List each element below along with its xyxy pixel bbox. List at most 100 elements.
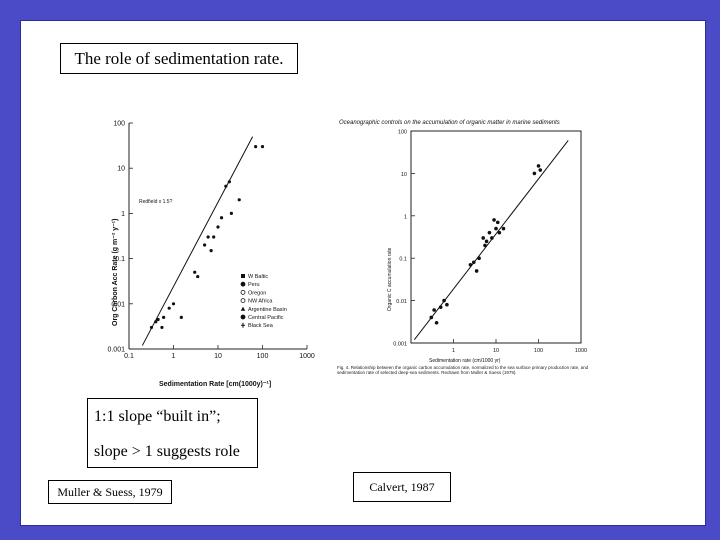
right-chart-point <box>538 168 543 172</box>
right-chart-point <box>484 239 489 244</box>
left-chart-point <box>162 315 166 320</box>
left-chart-y-tick-label: 0.01 <box>111 301 125 308</box>
legend-marker <box>240 298 246 304</box>
right-chart-point <box>536 164 541 168</box>
right-chart-point <box>432 308 436 312</box>
left-chart-point <box>160 325 164 330</box>
left-chart-y-label: Org Carbon Acc Rate (g m⁻² y⁻¹) <box>112 219 119 326</box>
right-chart-point <box>532 171 537 176</box>
right-chart-x-tick-label: 10 <box>493 348 499 354</box>
legend-entry: Peru <box>248 282 260 288</box>
right-chart-x-label: Sedimentation rate (cm/1000 yr) <box>429 358 501 364</box>
legend-marker <box>240 314 246 320</box>
left-chart: 0.001 0.01 0.1 1 10 100 0.1 1 10 100 1000 <box>107 121 314 361</box>
slide-title: The role of sedimentation rate. <box>60 43 298 74</box>
legend-marker <box>240 306 246 311</box>
right-chart-point <box>494 226 498 231</box>
left-chart-y-tick-label: 100 <box>113 121 125 128</box>
right-chart: 0.001 0.01 0.1 1 10 100 1 10 100 1000 <box>393 130 587 355</box>
right-chart-y-tick-label: 0.01 <box>396 299 407 305</box>
left-chart-point <box>260 145 265 149</box>
legend-marker <box>240 289 246 295</box>
left-chart-point <box>156 317 160 322</box>
left-chart-point <box>179 315 183 320</box>
right-chart-point <box>490 236 494 240</box>
legend-entry: Central Pacific <box>248 315 284 321</box>
left-chart-y-tick-label: 10 <box>117 166 125 173</box>
left-chart-x-tick-label: 0.1 <box>124 353 134 360</box>
left-chart-point <box>229 211 233 215</box>
right-chart-point <box>492 218 496 222</box>
right-chart-point <box>477 256 481 260</box>
right-chart-x-tick-label: 1000 <box>575 348 587 354</box>
right-chart-point <box>497 230 502 235</box>
right-chart-point <box>474 269 479 273</box>
left-chart-point <box>167 306 171 310</box>
legend-entry: Oregon <box>248 290 266 296</box>
left-chart-legend: W Baltic Peru Oregon NW Africa Argentine Bas… <box>240 274 287 329</box>
slide: The role of sedimentation rate. Redfield… <box>20 20 706 526</box>
right-chart-x-tick-label: 1 <box>452 348 455 354</box>
left-chart-x-tick-label: 1 <box>172 353 176 360</box>
right-chart-point <box>495 220 500 225</box>
left-chart-point <box>212 235 216 239</box>
left-chart-point <box>216 225 220 229</box>
legend-entry: W Baltic <box>248 274 268 280</box>
right-chart-y-tick-label: 0.1 <box>399 257 407 263</box>
left-chart-point <box>193 270 197 274</box>
charts-canvas: Redfield x 1.5? Sedimentation Rate [cm(1… <box>107 120 589 388</box>
right-chart-point <box>483 243 487 248</box>
left-chart-point <box>209 249 213 253</box>
left-chart-fit-line <box>141 136 254 346</box>
reference-left: Muller & Suess, 1979 <box>48 480 172 504</box>
note-line-2: slope > 1 suggests role <box>94 443 240 460</box>
legend-entry: NW Africa <box>248 299 273 305</box>
right-chart-point <box>471 260 476 265</box>
left-chart-point <box>206 235 210 239</box>
left-chart-x-tick-label: 10 <box>214 353 222 360</box>
left-chart-x-tick-label: 100 <box>257 353 269 360</box>
left-chart-point <box>196 274 200 279</box>
left-chart-y-tick-label: 0.1 <box>115 256 125 263</box>
left-chart-point <box>254 145 258 149</box>
right-chart-fit-line <box>413 140 569 340</box>
right-chart-point <box>434 320 439 325</box>
left-chart-y-tick-label: 1 <box>121 211 125 218</box>
left-chart-point <box>224 184 228 188</box>
right-chart-point <box>468 262 473 267</box>
right-chart-point <box>442 298 446 303</box>
legend-entry: Argentine Basin <box>248 307 287 313</box>
right-chart-point <box>481 236 486 240</box>
left-chart-point <box>219 216 224 220</box>
left-chart-x-tick-label: 1000 <box>299 353 315 360</box>
right-chart-y-tick-label: 1 <box>404 214 407 220</box>
left-chart-annotation: Redfield x 1.5? <box>139 199 173 205</box>
right-chart-point <box>501 226 506 231</box>
reference-right: Calvert, 1987 <box>353 472 451 502</box>
right-chart-point <box>445 302 449 307</box>
legend-entry: Black Sea <box>248 323 274 329</box>
notes-box: 1:1 slope “built in”; slope > 1 suggests… <box>87 398 258 468</box>
right-chart-caption: Fig. 4. Relationship between the organic… <box>337 365 589 375</box>
left-chart-point <box>227 180 231 184</box>
right-chart-x-tick-label: 100 <box>534 348 543 354</box>
left-chart-point <box>237 198 241 202</box>
left-chart-point <box>171 302 176 306</box>
right-chart-point <box>429 315 434 320</box>
right-chart-point <box>487 230 492 235</box>
right-chart-y-tick-label: 10 <box>401 172 407 178</box>
right-chart-y-tick-label: 100 <box>398 130 407 136</box>
left-chart-point <box>149 325 154 330</box>
right-chart-title: Oceanographic controls on the accumulati… <box>339 120 560 126</box>
legend-marker <box>240 281 246 287</box>
right-chart-y-tick-label: 0.001 <box>393 342 407 348</box>
right-chart-y-label: Organic C accumulation rate <box>387 247 393 311</box>
note-line-1: 1:1 slope “built in”; <box>94 408 221 425</box>
legend-marker <box>241 322 245 328</box>
left-chart-point <box>154 320 158 324</box>
left-chart-x-label: Sedimentation Rate [cm(1000y)⁻¹] <box>159 381 271 388</box>
right-chart-point <box>438 305 443 309</box>
left-chart-y-tick-label: 0.001 <box>107 347 125 354</box>
left-chart-point <box>203 243 207 247</box>
legend-marker <box>241 274 245 278</box>
